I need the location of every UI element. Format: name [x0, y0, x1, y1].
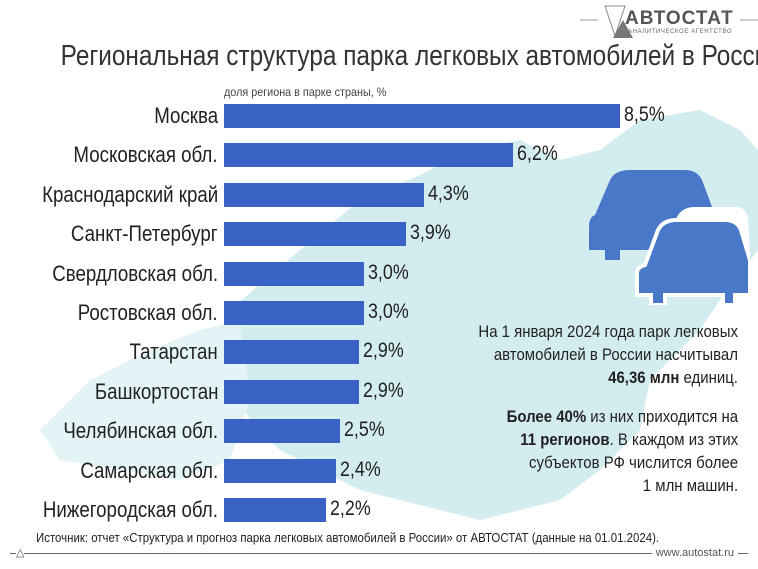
- bar: [224, 458, 336, 483]
- note-bold: 11 регионов: [520, 430, 610, 449]
- category-label: Санкт-Петербург: [71, 221, 218, 247]
- value-label: 2,9%: [363, 339, 404, 363]
- footer-divider: [10, 553, 748, 554]
- value-label: 2,4%: [339, 457, 381, 481]
- category-label: Краснодарский край: [41, 181, 218, 207]
- note-bold: 46,36 млн: [608, 368, 680, 387]
- bar: [224, 498, 327, 522]
- note-text: из них приходится на: [586, 407, 738, 426]
- logo-name: АВТОСТАТ: [625, 8, 734, 29]
- value-label: 2,5%: [344, 418, 386, 442]
- note-text: единиц.: [679, 368, 738, 387]
- bar: [224, 340, 360, 365]
- value-label: 2,2%: [330, 497, 372, 520]
- category-label: Челябинская обл.: [63, 418, 218, 444]
- logo-tagline: АНАЛИТИЧЕСКОЕ АГЕНТСТВО: [628, 29, 733, 35]
- note-total: На 1 января 2024 года парк легковых авто…: [478, 320, 738, 389]
- note-bold: Более 40%: [506, 407, 587, 426]
- value-label: 2,9%: [363, 378, 404, 402]
- category-label: Москва: [154, 103, 218, 128]
- bar: [224, 379, 360, 404]
- value-label: 8,5%: [624, 103, 665, 126]
- category-label: Татарстан: [129, 339, 218, 365]
- value-label: 3,9%: [409, 221, 451, 245]
- autostat-logo-icon: [580, 5, 758, 38]
- note-line: автомобилей в России насчитывал: [493, 345, 738, 364]
- note-line: На 1 января 2024 года парк легковых: [478, 322, 738, 341]
- chart-title: Региональная структура парка легковых ав…: [60, 40, 758, 72]
- value-label: 3,0%: [367, 260, 409, 284]
- logo-triangle-icon: △: [16, 546, 25, 559]
- category-label: Московская обл.: [73, 142, 218, 168]
- category-label: Ростовская обл.: [78, 300, 218, 325]
- value-label: 4,3%: [428, 181, 470, 205]
- note-regions: Более 40% из них приходится на 11 регион…: [506, 405, 738, 497]
- value-label: 3,0%: [367, 300, 409, 323]
- bar: [224, 182, 425, 207]
- note-line: 1 млн машин.: [642, 476, 738, 495]
- bar: [224, 419, 341, 444]
- note-line: субъектов РФ числится более: [528, 453, 738, 472]
- value-label: 6,2%: [516, 142, 558, 166]
- note-text: . В каждом из этих: [609, 430, 738, 449]
- website-link[interactable]: www.autostat.ru: [651, 547, 738, 559]
- category-label: Нижегородская обл.: [42, 497, 218, 522]
- cars-icon: [589, 170, 750, 305]
- chart-subtitle: доля региона в парке страны, %: [224, 85, 387, 99]
- bar: [224, 143, 513, 168]
- category-label: Свердловская обл.: [52, 260, 218, 286]
- bar: [224, 222, 406, 247]
- bar: [224, 104, 620, 128]
- source-text: Источник: отчет «Структура и прогноз пар…: [36, 530, 660, 545]
- bar: [224, 301, 364, 325]
- bar: [224, 261, 364, 286]
- category-label: Самарская обл.: [80, 457, 218, 483]
- category-label: Башкортостан: [94, 378, 218, 404]
